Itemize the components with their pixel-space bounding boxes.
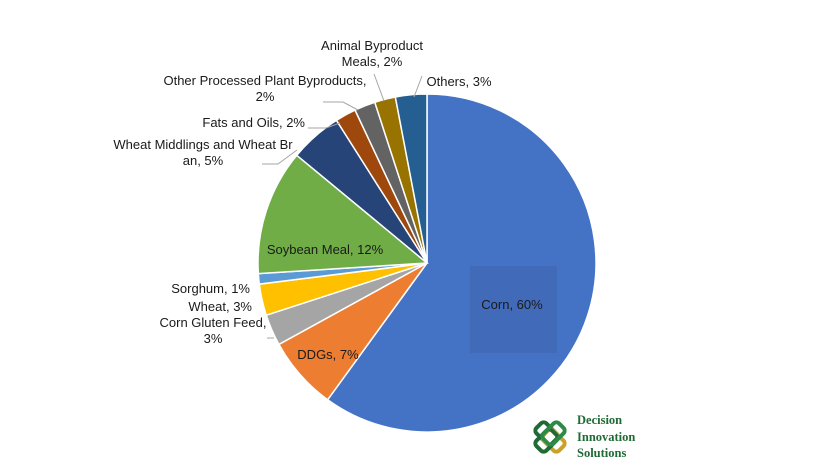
leader-line xyxy=(262,149,298,165)
slice-label: Wheat, 3% xyxy=(188,299,252,314)
slice-label: Animal Byproduct Meals, 2% xyxy=(321,38,423,69)
slice-label: DDGs, 7% xyxy=(297,347,359,362)
logo-text-line1: Decision xyxy=(577,413,622,427)
slice-label: Soybean Meal, 12% xyxy=(267,242,384,257)
slice-label: Sorghum, 1% xyxy=(171,281,250,296)
logo-text-line2: Innovation xyxy=(577,430,635,444)
slice-label: Fats and Oils, 2% xyxy=(202,115,305,130)
slice-label: Wheat Middlings and Wheat Br an, 5% xyxy=(113,137,293,168)
interlocking-knot-logo-icon xyxy=(533,420,567,454)
leader-line xyxy=(373,73,385,102)
company-logo: Decision Innovation Solutions xyxy=(533,413,635,460)
pie-slice-others xyxy=(394,93,428,264)
pie-slice-soybean-meal xyxy=(257,154,429,275)
leader-line xyxy=(308,122,341,129)
slice-label: Other Processed Plant Byproducts, 2% xyxy=(163,73,366,104)
logo-text-line3: Solutions xyxy=(577,446,626,460)
leader-line xyxy=(323,101,359,111)
leader-lines xyxy=(262,73,423,339)
slice-label: Corn, 60% xyxy=(481,297,543,312)
slice-labels: Corn, 60%DDGs, 7%Corn Gluten Feed, 3%Whea… xyxy=(113,38,543,362)
slice-label: Corn Gluten Feed, 3% xyxy=(160,315,267,346)
corn-label-highlight xyxy=(470,266,557,353)
leader-line xyxy=(413,75,423,98)
slice-label: Others, 3% xyxy=(426,74,491,89)
pie-slices xyxy=(257,93,597,433)
